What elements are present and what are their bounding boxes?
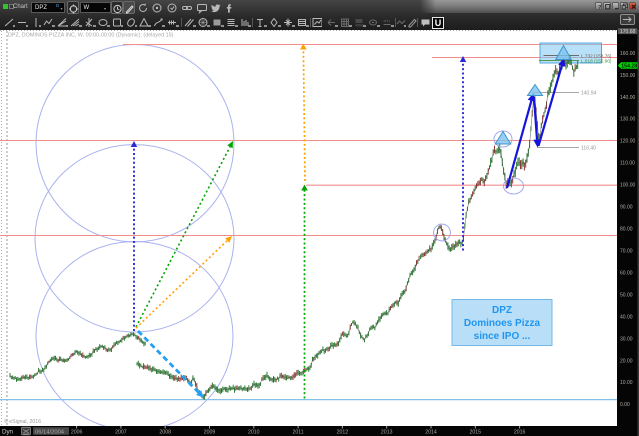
svg-text:PTI: PTI (384, 19, 390, 24)
svg-text:MSG: MSG (356, 23, 365, 28)
svg-text:2008: 2008 (159, 430, 171, 436)
svg-text:L.618 (155.90): L.618 (155.90) (581, 59, 612, 64)
svg-text:140.94: 140.94 (581, 91, 597, 97)
svg-text:70.00: 70.00 (620, 249, 633, 255)
svg-text:2011: 2011 (293, 430, 304, 436)
svg-text:2009: 2009 (204, 430, 216, 436)
svg-text:116.40: 116.40 (581, 146, 596, 152)
svg-text:120.00: 120.00 (620, 139, 636, 145)
svg-text:Dyn: Dyn (2, 429, 14, 436)
svg-text:10.00: 10.00 (620, 380, 633, 386)
svg-text:0.00: 0.00 (620, 402, 630, 408)
svg-text:2014: 2014 (425, 430, 437, 436)
svg-text:154.28: 154.28 (621, 64, 637, 70)
svg-text:90.00: 90.00 (620, 205, 633, 211)
svg-text:150.00: 150.00 (620, 73, 636, 79)
svg-text:06/14/2004: 06/14/2004 (35, 429, 65, 435)
svg-text:130.00: 130.00 (620, 117, 636, 123)
svg-text:80.00: 80.00 (620, 227, 633, 233)
svg-text:DPZ, DOMINOS PIZZA INC, W, 00:: DPZ, DOMINOS PIZZA INC, W, 00:00-00:00 (… (8, 33, 174, 39)
svg-text:2012: 2012 (337, 430, 349, 436)
svg-text:2006: 2006 (71, 430, 83, 436)
svg-text:L.732 (158.76): L.732 (158.76) (581, 54, 612, 59)
svg-text:2015: 2015 (470, 430, 482, 436)
svg-text:2007: 2007 (115, 430, 127, 436)
svg-text:140.00: 140.00 (620, 95, 636, 101)
svg-text:30.00: 30.00 (620, 336, 633, 342)
svg-text:160.00: 160.00 (620, 51, 636, 57)
svg-text:2016: 2016 (514, 430, 526, 436)
svg-text:Dominoes Pizza: Dominoes Pizza (464, 318, 541, 329)
svg-text:DPZ: DPZ (492, 305, 512, 316)
svg-text:100.00: 100.00 (620, 183, 636, 189)
svg-text:110.00: 110.00 (620, 161, 635, 167)
svg-text:© eSignal, 2016: © eSignal, 2016 (4, 418, 41, 425)
svg-text:20.00: 20.00 (620, 358, 633, 364)
svg-text:50.00: 50.00 (620, 292, 633, 298)
svg-text:since IPO ...: since IPO ... (474, 331, 531, 342)
svg-text:40.00: 40.00 (620, 314, 633, 320)
svg-text:?: ? (598, 5, 602, 11)
svg-text:170.68: 170.68 (620, 29, 636, 35)
svg-text:2010: 2010 (248, 430, 260, 436)
svg-text:60.00: 60.00 (620, 270, 633, 276)
svg-text:2013: 2013 (381, 430, 393, 436)
